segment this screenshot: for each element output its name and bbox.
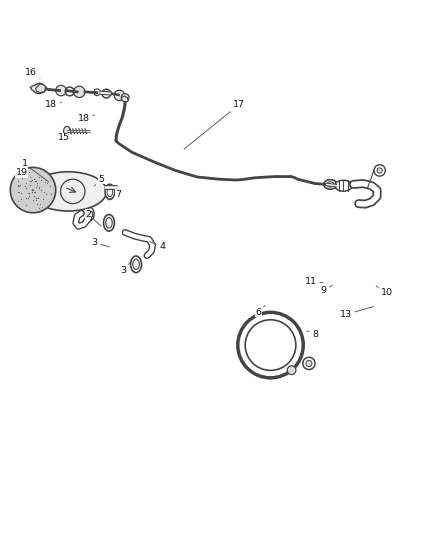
- Text: 10: 10: [376, 286, 393, 297]
- Ellipse shape: [30, 172, 106, 211]
- Circle shape: [374, 165, 385, 176]
- Ellipse shape: [106, 217, 112, 228]
- Text: 3: 3: [120, 263, 130, 276]
- Circle shape: [11, 167, 56, 213]
- Text: 16: 16: [25, 68, 40, 79]
- Text: 13: 13: [339, 306, 374, 319]
- Text: 19: 19: [16, 168, 31, 178]
- Text: 4: 4: [149, 241, 165, 252]
- Text: 7: 7: [108, 190, 122, 200]
- Ellipse shape: [335, 180, 352, 191]
- Circle shape: [377, 168, 382, 173]
- Circle shape: [121, 94, 129, 101]
- Ellipse shape: [105, 184, 115, 199]
- Ellipse shape: [107, 187, 113, 197]
- Text: 18: 18: [45, 100, 61, 109]
- Circle shape: [306, 360, 312, 367]
- Text: 6: 6: [255, 305, 265, 317]
- Text: 3: 3: [92, 238, 110, 247]
- Polygon shape: [30, 83, 46, 94]
- Polygon shape: [95, 89, 100, 96]
- Text: 9: 9: [321, 285, 332, 295]
- Ellipse shape: [103, 215, 114, 231]
- Ellipse shape: [133, 259, 139, 270]
- Text: 5: 5: [94, 175, 104, 186]
- Text: 18: 18: [78, 114, 95, 123]
- Text: 2: 2: [85, 209, 101, 226]
- Circle shape: [114, 90, 125, 101]
- Text: 8: 8: [307, 330, 318, 338]
- Circle shape: [74, 86, 85, 98]
- Text: 17: 17: [184, 100, 245, 149]
- Ellipse shape: [131, 256, 141, 272]
- Text: 11: 11: [305, 277, 323, 286]
- Circle shape: [15, 173, 53, 210]
- Polygon shape: [35, 84, 46, 93]
- Text: 15: 15: [58, 131, 73, 142]
- Ellipse shape: [86, 207, 94, 221]
- Ellipse shape: [324, 180, 337, 189]
- Circle shape: [287, 366, 296, 375]
- Circle shape: [56, 85, 66, 96]
- Text: 1: 1: [22, 159, 49, 182]
- Polygon shape: [122, 96, 128, 102]
- Circle shape: [303, 357, 315, 369]
- Ellipse shape: [64, 126, 71, 136]
